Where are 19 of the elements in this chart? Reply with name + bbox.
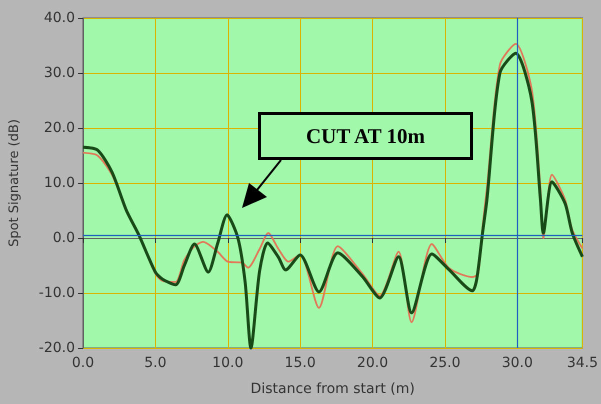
- x-tick-label: 0.0: [72, 355, 94, 371]
- x-tick-label: 10.0: [212, 355, 244, 371]
- y-tick-label: 0.0: [52, 230, 75, 246]
- x-tick-label: 25.0: [429, 355, 460, 371]
- x-tick-label: 20.0: [356, 355, 388, 371]
- x-axis-title: Distance from start (m): [250, 381, 415, 397]
- annotation: CUT AT 10m: [306, 124, 426, 148]
- y-tick-label: 20.0: [44, 120, 75, 136]
- y-tick-label: 30.0: [44, 65, 75, 81]
- y-tick-label: -10.0: [38, 285, 75, 301]
- x-tick-label: 15.0: [284, 355, 316, 371]
- x-tick-label: 34.5: [566, 355, 598, 371]
- y-tick-label: -20.0: [38, 340, 75, 356]
- callout-box: CUT AT 10m: [258, 112, 473, 160]
- x-tick-label: 5.0: [144, 355, 167, 371]
- y-axis-title: Spot Signature (dB): [7, 119, 22, 247]
- y-tick-label: 40.0: [44, 10, 75, 26]
- y-tick-label: 10.0: [44, 175, 75, 191]
- x-tick-label: 30.0: [502, 355, 533, 371]
